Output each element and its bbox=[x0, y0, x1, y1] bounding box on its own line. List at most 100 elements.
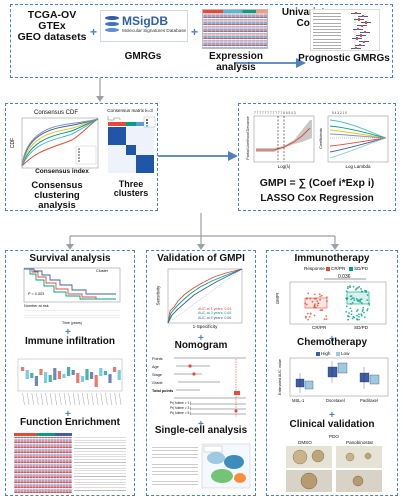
right-analysis-panel bbox=[266, 250, 398, 496]
immuno-point-sdpd bbox=[349, 285, 351, 287]
immuno-point-sdpd bbox=[360, 288, 362, 290]
forest-marker bbox=[359, 43, 362, 47]
immuno-point-crpr bbox=[325, 318, 328, 321]
dataset-gtex: GTEx bbox=[38, 20, 66, 33]
immuno-point-sdpd bbox=[362, 308, 364, 311]
immuno-box bbox=[346, 291, 370, 305]
immune-tick bbox=[68, 392, 71, 406]
nomo-os-5: Pr( futime > 5 ) bbox=[170, 411, 192, 415]
clinical-validation-label: Clinical validation bbox=[289, 419, 375, 430]
data-collection-panel bbox=[10, 4, 393, 78]
immuno-point-sdpd bbox=[357, 300, 359, 302]
immuno-point-sdpd bbox=[358, 285, 361, 288]
function-enrichment-heatmap bbox=[14, 433, 126, 493]
consensus-clustering-label: Consensus clustering analysis bbox=[31, 180, 83, 211]
immuno-point-sdpd bbox=[360, 313, 363, 316]
immuno-point-sdpd bbox=[349, 295, 352, 298]
immuno-point-crpr bbox=[311, 300, 314, 303]
lasso-panel bbox=[238, 103, 396, 211]
immuno-point-sdpd bbox=[350, 310, 353, 313]
immuno-point-crpr bbox=[320, 294, 323, 297]
lasso-coefficient-plot: Coefficients 5 4 3 2 1 0 Log Lambda bbox=[318, 108, 392, 172]
roc-auc-legend: AUC at 1 years: 0.63 AUC at 3 years: 0.6… bbox=[198, 307, 231, 320]
matrix-svg bbox=[107, 116, 156, 173]
immune-infiltration-label: Immune infiltration bbox=[25, 336, 115, 347]
immuno-point-sdpd bbox=[345, 290, 348, 293]
immuno-point-crpr bbox=[321, 309, 323, 311]
immuno-point-sdpd bbox=[359, 301, 361, 303]
expression-label: Expression analysis bbox=[209, 51, 263, 73]
immune-tick bbox=[96, 392, 99, 406]
immune-box bbox=[57, 371, 61, 379]
forest-row bbox=[313, 32, 341, 34]
chemotherapy-svg bbox=[289, 357, 389, 397]
plus-icon: + bbox=[65, 409, 71, 420]
lasso-deviance-svg: 7 7 7 7 7 7 7 7 7 7 7 6 6 5 4 3 bbox=[253, 111, 315, 163]
immuno-point-sdpd bbox=[357, 313, 360, 316]
immuno-point-crpr bbox=[304, 315, 307, 318]
cdf-curves bbox=[21, 117, 99, 169]
forest-row bbox=[313, 38, 341, 40]
immuno-point-crpr bbox=[313, 306, 315, 309]
immune-tick bbox=[73, 392, 76, 406]
forest-marker bbox=[356, 37, 359, 40]
immuno-point-crpr bbox=[316, 304, 319, 307]
forest-row bbox=[313, 22, 341, 24]
immune-tick bbox=[45, 392, 48, 406]
immuno-point-sdpd bbox=[356, 286, 359, 289]
consensus-cdf-plot: Consensus CDF CDF Consensus index bbox=[10, 110, 102, 176]
immune-tick bbox=[63, 392, 67, 406]
immuno-point-crpr bbox=[306, 297, 309, 300]
immune-box bbox=[67, 367, 71, 376]
immuno-point-crpr bbox=[325, 315, 328, 317]
immuno-point-sdpd bbox=[351, 297, 354, 300]
immune-box bbox=[80, 376, 84, 382]
lasso-xlabel: Log(λ) bbox=[277, 164, 291, 169]
dataset-tcga: TCGA-OV bbox=[27, 9, 77, 21]
forest-row bbox=[313, 35, 341, 37]
immuno-point-sdpd bbox=[348, 312, 350, 314]
immune-tick bbox=[36, 392, 39, 406]
plus-icon: + bbox=[65, 327, 71, 338]
chemo-legend-low: Low bbox=[341, 351, 350, 356]
immuno-x-sdpd: SD/PD bbox=[354, 325, 369, 330]
immuno-point-crpr bbox=[304, 302, 307, 305]
immune-box bbox=[21, 367, 25, 371]
plus-icon: + bbox=[329, 410, 335, 421]
immuno-point-sdpd bbox=[353, 299, 356, 302]
immuno-x-crpr: CR/PR bbox=[312, 325, 327, 330]
immunotherapy-label: Immunotherapy bbox=[294, 253, 370, 264]
pdo-images: PDO DMSO Panobinostat bbox=[276, 434, 392, 494]
nomo-rows: Points Age Stage Grade Total points bbox=[152, 355, 173, 395]
immune-tick bbox=[59, 392, 62, 406]
immuno-point-sdpd bbox=[356, 318, 359, 321]
survival-curve-plot: Cluster P = 0.003 Number at risk Time (y… bbox=[16, 266, 124, 326]
validation-gmpi-label: Validation of GMPI bbox=[157, 253, 245, 264]
immuno-point-crpr bbox=[319, 295, 322, 298]
immuno-point-crpr bbox=[307, 292, 310, 295]
immuno-point-crpr bbox=[319, 309, 322, 312]
immune-tick bbox=[105, 392, 108, 406]
immuno-point-sdpd bbox=[351, 317, 354, 320]
chemotherapy-label: Chemotherapy bbox=[296, 337, 367, 348]
immuno-point-sdpd bbox=[350, 298, 353, 301]
msigdb-brand: MSigDB bbox=[122, 14, 168, 28]
immune-box bbox=[99, 368, 103, 376]
roc-auc-3y: AUC at 3 years: 0.65 bbox=[198, 311, 232, 316]
nomo-os: Pr( futime > 1 ) Pr( futime > 3 ) Pr( fu… bbox=[170, 401, 191, 416]
roc-xlabel: 1-Specificity bbox=[192, 324, 218, 329]
immunotherapy-svg bbox=[289, 278, 387, 325]
risk-table bbox=[24, 309, 120, 320]
chemo-legend-low-swatch bbox=[336, 352, 340, 356]
immuno-point-crpr bbox=[314, 306, 317, 309]
chemo-drug-3: Paclitaxel bbox=[360, 398, 378, 403]
lasso-xlabel2: Log Lambda bbox=[345, 164, 371, 169]
roc-auc-1y: AUC at 1 years: 0.63 bbox=[198, 307, 232, 311]
immune-box bbox=[113, 367, 117, 372]
immuno-point-sdpd bbox=[363, 311, 365, 314]
immune-box bbox=[94, 375, 98, 387]
immuno-point-sdpd bbox=[360, 314, 363, 317]
forest-row bbox=[313, 25, 341, 27]
immune-tick bbox=[100, 392, 103, 406]
immuno-legend-sdpd-swatch bbox=[349, 267, 353, 271]
